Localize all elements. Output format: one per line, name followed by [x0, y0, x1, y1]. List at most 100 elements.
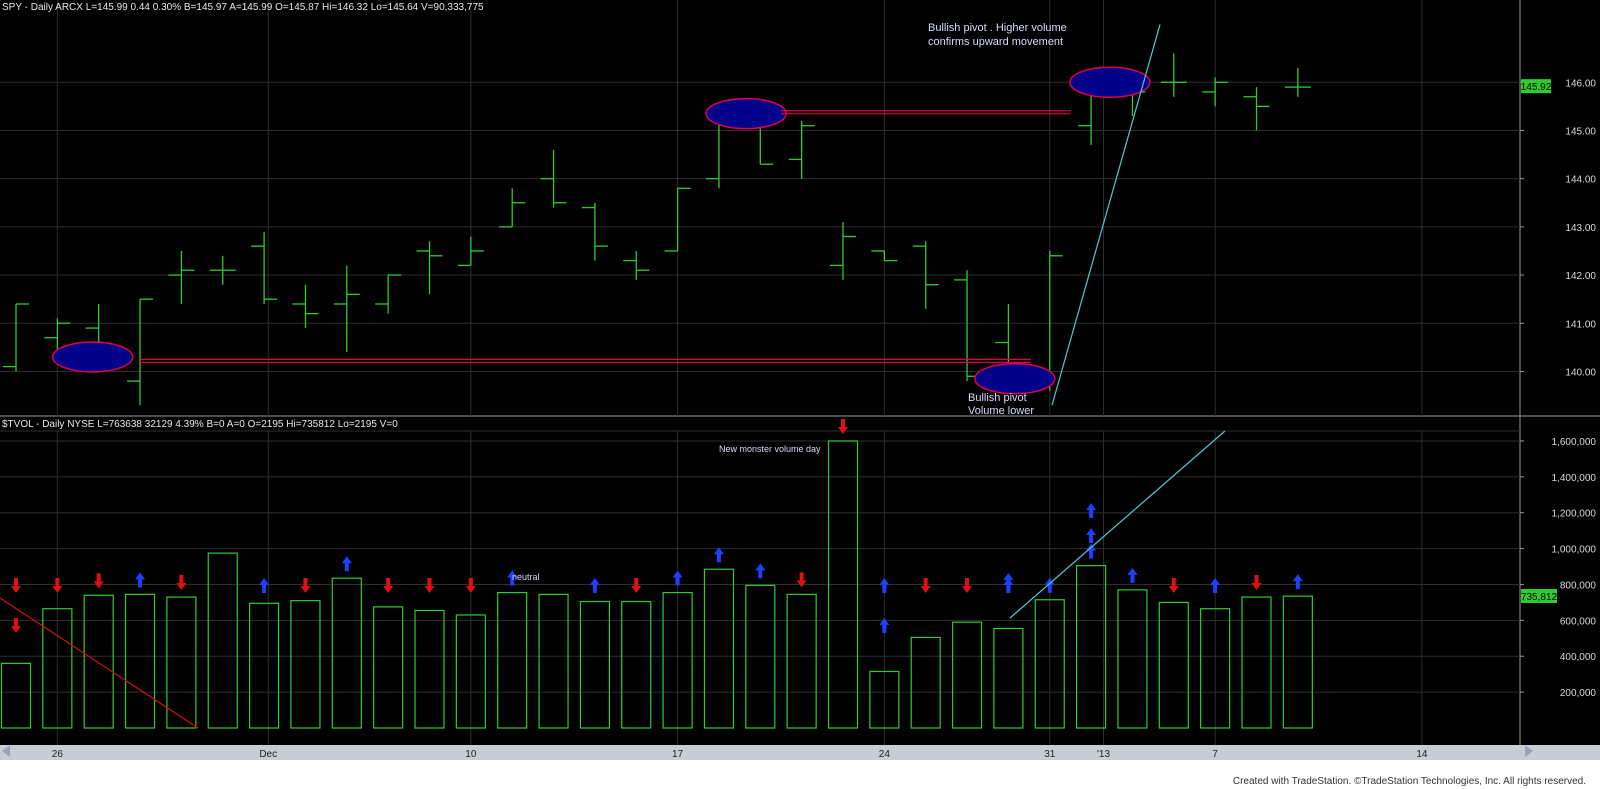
ohlc-bar: [788, 120, 815, 179]
up-arrow-icon: [1086, 528, 1097, 543]
up-arrow-icon: [672, 570, 683, 586]
down-arrow-icon: [631, 578, 642, 593]
up-arrow-icon: [589, 578, 600, 593]
price-tick-label: 140.00: [1565, 367, 1596, 378]
volume-bar: [207, 552, 238, 729]
volume-tick-label: 1,200,000: [1552, 509, 1597, 520]
up-arrow-icon: [879, 618, 890, 633]
volume-bar: [83, 594, 114, 729]
ohlc-bar: [127, 298, 154, 406]
up-arrow-icon: [259, 578, 270, 593]
volume-bar: [579, 600, 611, 729]
last-volume-label: 735,812: [1521, 592, 1558, 603]
ohlc-bar: [168, 250, 195, 304]
ohlc-bar: [830, 222, 856, 280]
volume-bar: [331, 577, 362, 729]
up-arrow-icon: [755, 563, 766, 579]
volume-bar: [0, 662, 32, 729]
up-arrow-icon: [879, 578, 890, 593]
last-volume-tag: [1521, 588, 1557, 603]
volume-bar: [910, 636, 941, 729]
annotation-overlays: Bullish pivot . Higher volume confirms up…: [0, 22, 1226, 729]
volume-bar: [166, 596, 197, 729]
volume-bar: [951, 621, 983, 729]
ohlc-bar: [1243, 87, 1270, 131]
volume-tick-label: 1,400,000: [1552, 473, 1597, 484]
ohlc-bar: [251, 231, 278, 304]
ohlc-bar: [3, 303, 29, 372]
down-arrow-icon: [176, 575, 187, 591]
pivot-ellipse: [705, 97, 787, 130]
x-tick-label: 24: [879, 749, 891, 760]
up-arrow-icon: [1086, 503, 1097, 518]
up-arrow-icon: [341, 556, 352, 572]
volume-bar: [1241, 596, 1272, 729]
down-arrow-icon: [1251, 575, 1262, 591]
grid: [0, 0, 1520, 745]
annotation-monster-volume: New monster volume day: [719, 444, 821, 454]
ohlc-bar: [1202, 77, 1229, 107]
volume-bars: [0, 418, 1313, 729]
down-arrow-icon: [1168, 578, 1179, 593]
ohlc-bar: [416, 241, 443, 295]
ohlc-bar: [540, 149, 567, 208]
down-arrow-icon: [962, 578, 973, 593]
volume-bar: [42, 608, 73, 729]
x-tick-label: 26: [52, 749, 64, 760]
ohlc-bar: [1284, 67, 1311, 97]
up-arrow-icon: [1127, 567, 1138, 583]
up-arrow-icon: [135, 572, 146, 588]
scroll-left-arrow-icon[interactable]: [2, 745, 10, 757]
volume-bar: [497, 591, 528, 729]
up-arrow-icon: [1086, 543, 1097, 559]
volume-bar: [1200, 608, 1231, 729]
volume-tick-label: 1,000,000: [1552, 545, 1597, 556]
x-tick-label: 14: [1416, 749, 1428, 760]
ohlc-bar: [581, 202, 608, 261]
volume-bar: [1158, 601, 1189, 729]
volume-bar: [290, 600, 321, 729]
down-arrow-icon: [300, 578, 311, 593]
volume-bar: [1034, 599, 1065, 729]
volume-tick-label: 800,000: [1560, 580, 1597, 591]
axis-background: [1520, 0, 1600, 745]
down-arrow-icon: [838, 418, 848, 434]
x-tick-label: 17: [672, 749, 684, 760]
ohlc-bar: [623, 250, 650, 280]
x-tick-label: Dec: [259, 749, 277, 760]
down-arrow-icon: [11, 618, 21, 633]
down-arrow-icon: [465, 578, 476, 593]
down-arrow-icon: [920, 578, 931, 593]
up-arrow-icon: [1292, 574, 1303, 590]
down-arrow-icon: [93, 573, 104, 589]
annotation-neutral: neutral: [512, 572, 540, 582]
volume-bar: [1282, 595, 1313, 729]
volume-bar: [869, 670, 900, 729]
price-trendline: [1051, 24, 1161, 406]
ohlc-bar: [912, 241, 939, 309]
annotation-pivot-bottom-line2: Volume lower: [968, 405, 1034, 417]
volume-bar: [1075, 565, 1107, 729]
down-arrow-icon: [424, 578, 435, 593]
volume-bar: [621, 600, 652, 729]
ohlc-bar: [1160, 53, 1187, 97]
volume-bar: [662, 591, 693, 729]
volume-bar: [414, 609, 445, 729]
volume-header: $TVOL - Daily NYSE L=763638 32129 4.39% …: [2, 419, 398, 430]
x-tick-label: '13: [1097, 749, 1110, 760]
volume-bar: [703, 568, 735, 729]
price-header: SPY - Daily ARCX L=145.99 0.44 0.30% B=1…: [2, 2, 484, 13]
up-arrow-icon: [507, 570, 518, 586]
volume-bar: [827, 440, 859, 729]
up-arrow-icon: [713, 547, 724, 563]
volume-bar: [373, 606, 404, 729]
ohlc-bar: [499, 188, 526, 228]
scroll-right-arrow-icon[interactable]: [1525, 745, 1533, 757]
volume-bar: [249, 602, 280, 729]
volume-tick-label: 200,000: [1560, 688, 1597, 699]
price-tick-label: 143.00: [1565, 223, 1596, 234]
volume-downtrend-line: [0, 597, 199, 729]
volume-tick-label: 400,000: [1560, 652, 1597, 663]
footer-credit: Created with TradeStation. ©TradeStation…: [1232, 776, 1586, 787]
